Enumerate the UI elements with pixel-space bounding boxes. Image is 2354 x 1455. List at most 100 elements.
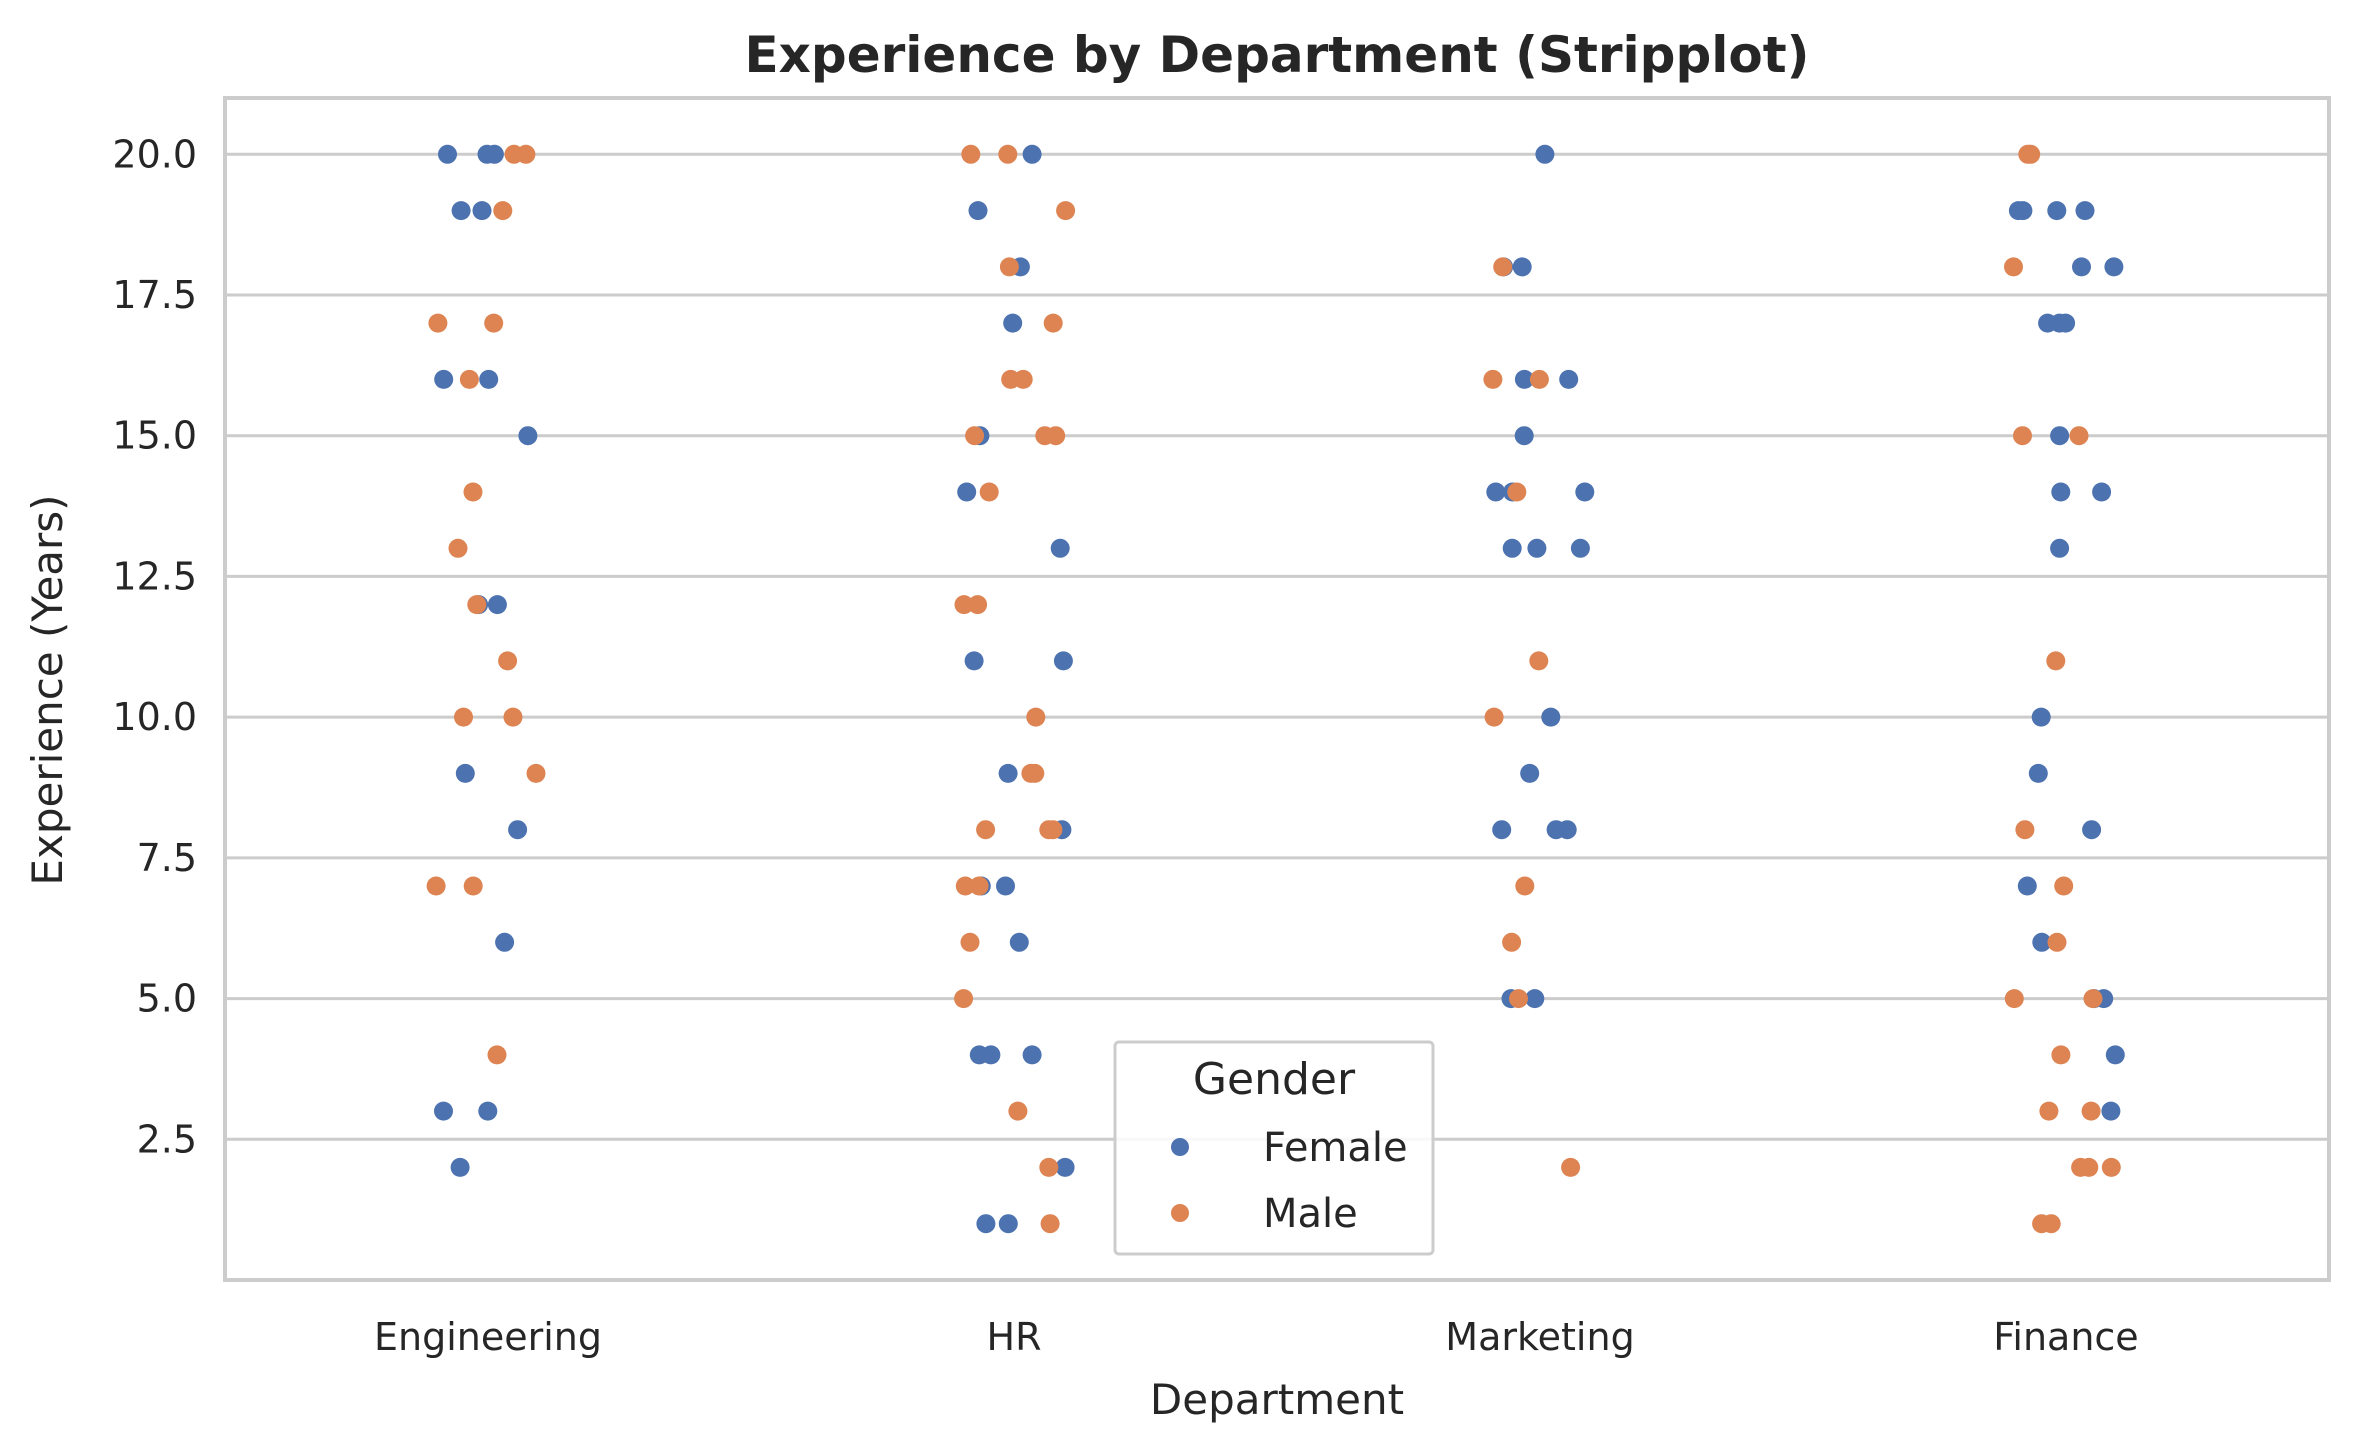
data-point-male	[1502, 932, 1522, 952]
data-point-male	[998, 144, 1018, 164]
data-point-female	[2082, 820, 2102, 840]
data-point-male	[2083, 989, 2103, 1009]
grid-lines	[225, 152, 2329, 1141]
data-point-female	[2075, 201, 2095, 221]
data-point-male	[954, 989, 974, 1009]
data-point-male	[498, 651, 518, 671]
data-point-female	[1546, 820, 1566, 840]
data-point-male	[2015, 820, 2035, 840]
data-point-female	[1512, 257, 1532, 277]
data-point-female	[1514, 426, 1534, 446]
y-tick-label: 5.0	[137, 977, 197, 1021]
data-point-female	[1053, 651, 1073, 671]
data-point-female	[1486, 482, 1506, 502]
data-point-male	[487, 1045, 507, 1065]
data-point-male	[2046, 651, 2066, 671]
data-point-male	[526, 763, 546, 783]
legend-box	[1113, 1040, 1435, 1256]
data-point-male	[976, 820, 996, 840]
data-point-female	[968, 201, 988, 221]
data-point-female	[1535, 144, 1555, 164]
data-point-male	[1026, 707, 1046, 727]
data-point-male	[493, 201, 513, 221]
data-point-male	[954, 595, 974, 615]
chart-title: Experience by Department (Stripplot)	[745, 26, 1810, 84]
data-point-female	[484, 144, 504, 164]
data-point-female	[998, 763, 1018, 783]
data-point-male	[979, 482, 999, 502]
data-point-female	[2032, 932, 2052, 952]
legend-marker-female	[1171, 1138, 1189, 1156]
data-point-female	[2101, 1101, 2121, 1121]
data-point-male	[968, 595, 988, 615]
data-point-male	[1509, 989, 1528, 1009]
data-point-male	[2021, 144, 2041, 164]
data-point-male	[484, 313, 504, 333]
data-point-female	[2105, 1045, 2125, 1065]
x-tick-label: Marketing	[1445, 1315, 1634, 1359]
data-point-male	[955, 876, 975, 896]
data-point-male	[2013, 426, 2032, 446]
data-point-male	[2039, 1101, 2059, 1121]
data-point-female	[976, 1214, 996, 1234]
data-point-female	[1541, 707, 1561, 727]
data-point-male	[503, 707, 523, 727]
data-point-male	[459, 369, 479, 389]
data-point-female	[451, 201, 471, 221]
data-point-female	[438, 144, 457, 164]
y-tick-label: 17.5	[112, 273, 197, 317]
data-point-male	[1515, 876, 1535, 896]
data-point-female	[2051, 482, 2071, 502]
data-point-female	[969, 1045, 989, 1065]
data-point-male	[960, 932, 980, 952]
data-point-female	[2056, 313, 2076, 333]
data-point-female	[495, 932, 515, 952]
data-point-female	[1022, 1045, 1042, 1065]
data-point-female	[1514, 369, 1534, 389]
data-point-male	[1008, 1101, 1028, 1121]
legend-title: Gender	[1193, 1054, 1356, 1105]
data-point-female	[455, 763, 475, 783]
data-point-male	[1056, 201, 1076, 221]
data-point-male	[1039, 1157, 1059, 1177]
data-point-female	[1055, 1157, 1075, 1177]
y-axis-ticks: 2.5 5.0 7.5 10.0 12.5 15.0 17.5 20.0	[112, 132, 197, 1161]
data-point-male	[428, 313, 448, 333]
data-point-male	[1529, 369, 1549, 389]
data-point-male	[1001, 369, 1021, 389]
data-point-female	[1520, 763, 1540, 783]
data-point-male	[454, 707, 473, 727]
data-points	[426, 144, 2125, 1234]
x-tick-label: Engineering	[374, 1315, 602, 1359]
x-axis-ticks: Engineering HR Marketing Finance	[374, 1315, 2139, 1359]
data-point-male	[2101, 1157, 2121, 1177]
data-point-male	[2054, 876, 2074, 896]
data-point-male	[504, 144, 524, 164]
data-point-female	[434, 369, 454, 389]
data-point-female	[1003, 313, 1023, 333]
data-point-male	[1046, 426, 1066, 446]
data-point-female	[2008, 201, 2028, 221]
data-point-female	[1050, 538, 1070, 558]
data-point-female	[1022, 144, 1042, 164]
data-point-male	[2047, 932, 2067, 952]
data-point-male	[2081, 1101, 2101, 1121]
data-point-female	[2017, 876, 2037, 896]
data-point-male	[463, 482, 483, 502]
data-point-female	[2031, 707, 2051, 727]
data-point-female	[1575, 482, 1595, 502]
data-point-male	[1529, 651, 1549, 671]
data-point-female	[1525, 989, 1545, 1009]
data-point-female	[2047, 201, 2067, 221]
data-point-male	[2071, 1157, 2091, 1177]
y-tick-label: 2.5	[137, 1117, 197, 1161]
data-point-male	[961, 144, 981, 164]
data-point-male	[999, 257, 1019, 277]
data-point-male	[1561, 1157, 1581, 1177]
data-point-male	[1507, 482, 1527, 502]
data-point-male	[1039, 820, 1059, 840]
legend-label-male: Male	[1263, 1191, 1358, 1237]
data-point-female	[1502, 538, 1522, 558]
data-point-male	[1043, 313, 1063, 333]
